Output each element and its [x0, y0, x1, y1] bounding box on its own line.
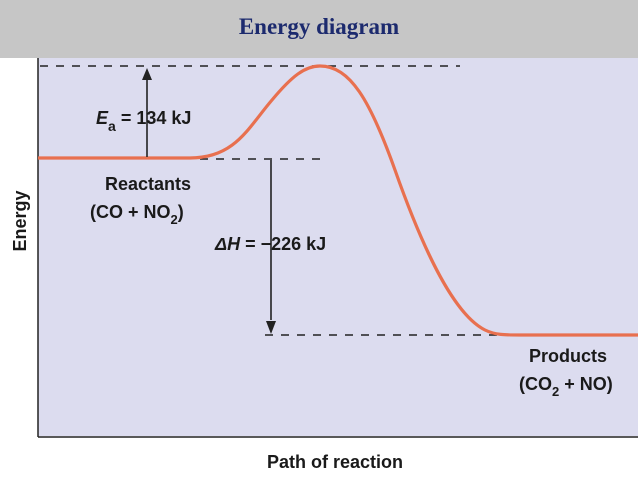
reactants-label: Reactants: [105, 174, 191, 194]
activation-arrowhead: [142, 68, 152, 80]
reaction-energy-curve: [38, 64, 638, 337]
enthalpy-change-label: ΔH = −226 kJ: [214, 234, 326, 254]
products-formula: (CO2 + NO): [519, 374, 613, 399]
plot-panel: [38, 58, 638, 436]
activation-energy-label: Ea = 134 kJ: [96, 108, 191, 134]
enthalpy-arrowhead: [266, 321, 276, 334]
x-axis-label: Path of reaction: [267, 452, 403, 472]
title-bar: [0, 0, 638, 58]
products-label: Products: [529, 346, 607, 366]
y-axis-label: Energy: [10, 190, 30, 251]
page-title: Energy diagram: [238, 14, 400, 39]
reactants-formula: (CO + NO2): [90, 202, 184, 227]
